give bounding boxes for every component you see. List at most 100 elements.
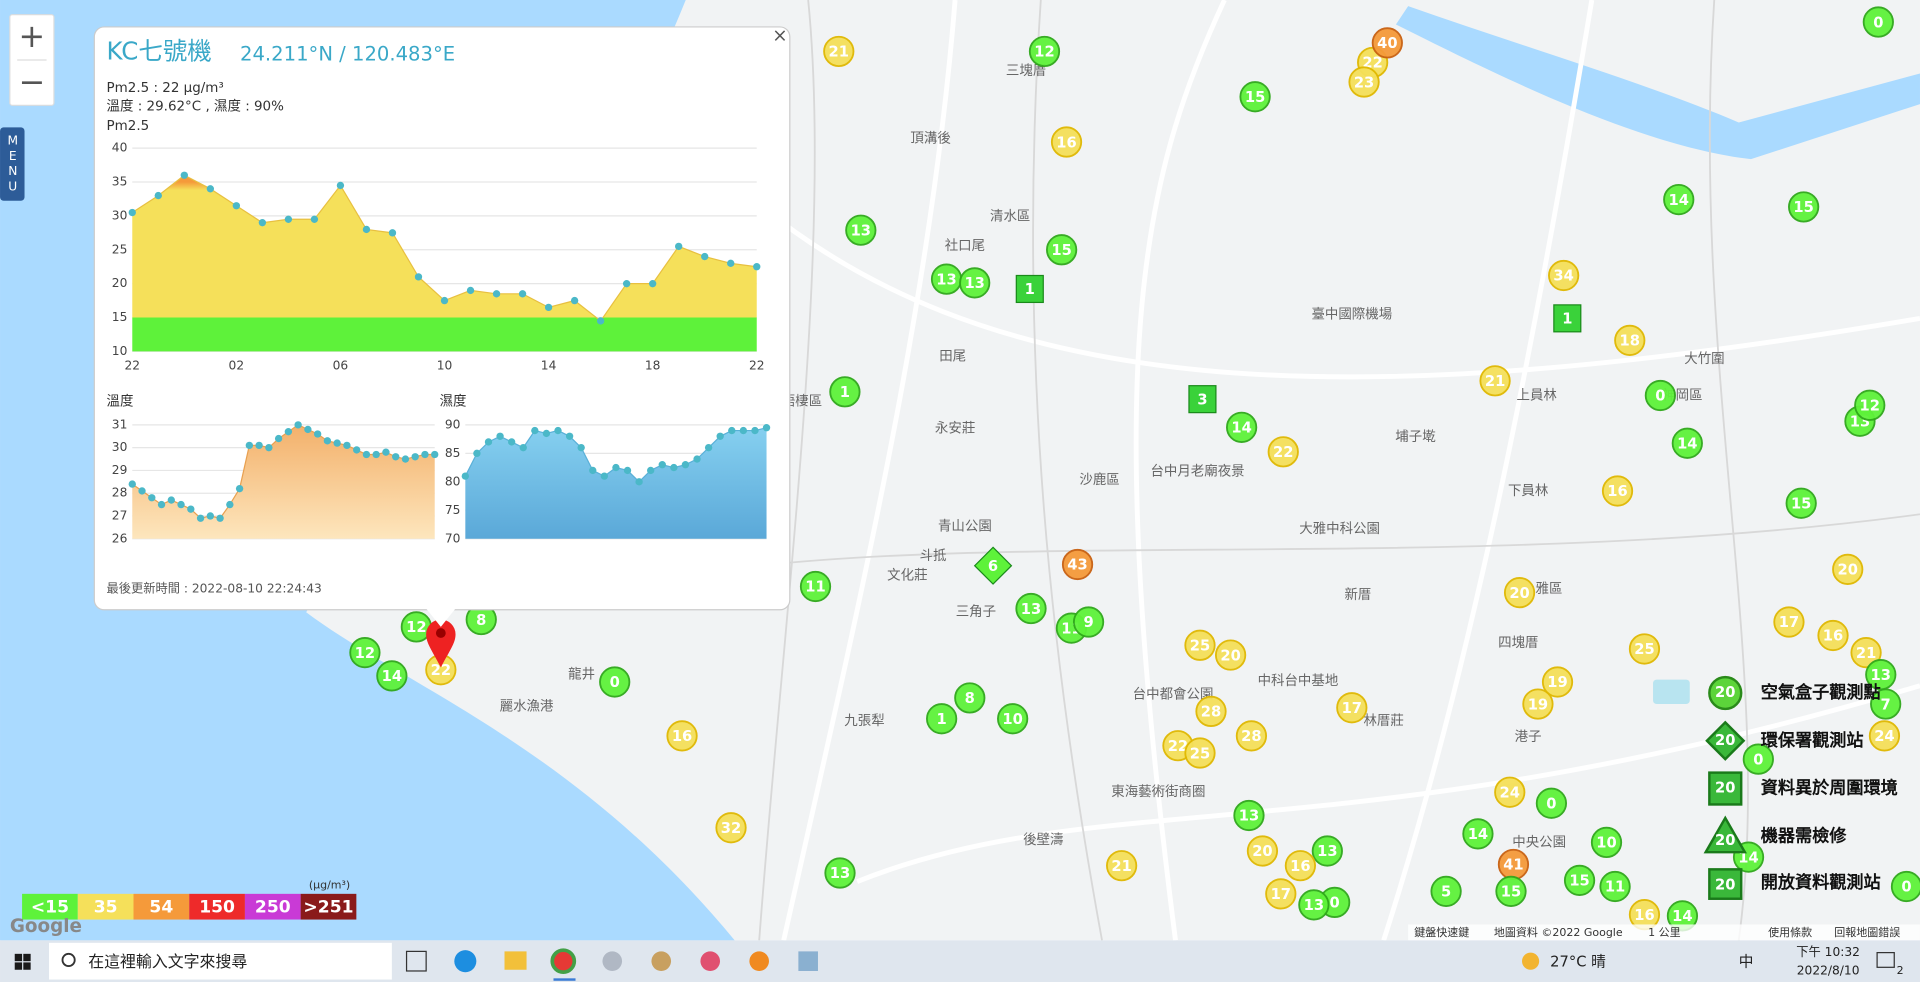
station-value: 1 bbox=[1562, 311, 1572, 328]
point bbox=[414, 273, 423, 281]
ime[interactable]: 中 bbox=[1739, 953, 1754, 970]
point bbox=[565, 432, 574, 440]
edge[interactable] bbox=[454, 950, 477, 973]
app[interactable] bbox=[602, 951, 623, 971]
pm-chart-title: Pm2.5 bbox=[107, 119, 150, 134]
sensor-value: 0 bbox=[1753, 751, 1763, 768]
map-footer: 使用條款 bbox=[1768, 925, 1812, 939]
place-label: 林厝莊 bbox=[1363, 713, 1403, 729]
zoom-in[interactable]: + bbox=[19, 17, 46, 55]
point bbox=[681, 461, 690, 469]
river bbox=[1395, 6, 1920, 160]
sensor-marker bbox=[1061, 548, 1094, 581]
y-tick-label: 31 bbox=[112, 417, 128, 431]
app[interactable] bbox=[798, 951, 818, 971]
sensor-value: 25 bbox=[1190, 745, 1210, 762]
point bbox=[554, 426, 562, 435]
point bbox=[128, 208, 136, 217]
google-logo: Google bbox=[10, 916, 82, 937]
sensor-marker bbox=[1195, 695, 1227, 728]
app[interactable] bbox=[700, 951, 721, 971]
sensor-value: 16 bbox=[1056, 134, 1076, 151]
point bbox=[382, 448, 390, 456]
sensor-marker bbox=[845, 214, 877, 246]
sensor-value: 11 bbox=[1605, 879, 1625, 896]
temp-chart-title: 溫度 bbox=[107, 394, 134, 410]
sensor-value: 13 bbox=[1871, 667, 1891, 684]
station-marker bbox=[1015, 274, 1044, 304]
menu-label[interactable]: MENU bbox=[6, 134, 20, 195]
legend-item: 環保署觀測站 bbox=[1761, 730, 1864, 751]
point bbox=[352, 446, 361, 454]
point bbox=[274, 434, 283, 443]
sensor-value: 8 bbox=[476, 612, 486, 629]
sensor-marker bbox=[1050, 126, 1083, 158]
sensor-value: 7 bbox=[1881, 696, 1891, 713]
place-label: 四塊厝 bbox=[1498, 635, 1538, 651]
sensor-marker bbox=[1817, 619, 1849, 652]
sensor-marker bbox=[1233, 799, 1265, 832]
point bbox=[544, 303, 553, 312]
start-button[interactable] bbox=[14, 953, 31, 970]
sensor-marker bbox=[1336, 692, 1368, 724]
place-label: 頂溝後 bbox=[910, 130, 951, 146]
app[interactable] bbox=[651, 951, 672, 971]
badge-triangle bbox=[1703, 815, 1747, 854]
sensor-marker bbox=[599, 666, 631, 698]
clock-date[interactable]: 2022/8/10 bbox=[1797, 963, 1860, 977]
place-label: 永安莊 bbox=[935, 421, 975, 437]
sensor-value: 25 bbox=[1634, 641, 1654, 658]
sensor-value: 32 bbox=[721, 820, 741, 837]
sensor-value: 13 bbox=[936, 271, 956, 288]
level-swatch bbox=[77, 893, 134, 920]
level-swatch bbox=[22, 893, 78, 920]
point bbox=[284, 215, 293, 223]
sensor-value: 10 bbox=[1596, 835, 1616, 852]
sensor-marker bbox=[1541, 666, 1574, 698]
level-label: 54 bbox=[149, 897, 173, 917]
point bbox=[623, 466, 632, 475]
y-tick-label: 15 bbox=[112, 310, 128, 324]
station-value: 1 bbox=[1025, 281, 1035, 298]
sensor-marker bbox=[1072, 606, 1105, 638]
close-button[interactable]: × bbox=[772, 26, 787, 47]
y-tick-label: 85 bbox=[445, 446, 461, 460]
point bbox=[596, 317, 605, 325]
point bbox=[362, 450, 371, 459]
sensor-value: 28 bbox=[1241, 728, 1261, 745]
menu-tab[interactable] bbox=[0, 127, 25, 201]
weather[interactable]: 27°C 晴 bbox=[1550, 953, 1606, 970]
y-tick-label: 30 bbox=[112, 440, 128, 454]
sensor-value: 14 bbox=[1468, 826, 1488, 843]
point bbox=[388, 229, 397, 237]
point bbox=[751, 426, 759, 435]
sensor-value: 0 bbox=[1901, 879, 1911, 896]
zoom-out[interactable]: − bbox=[19, 62, 46, 100]
y-tick-label: 40 bbox=[112, 141, 128, 155]
app[interactable] bbox=[749, 951, 769, 971]
taskbar-apps bbox=[405, 948, 818, 981]
clock-time[interactable]: 下午 10:32 bbox=[1796, 945, 1860, 959]
sensor-value: 13 bbox=[1239, 808, 1259, 825]
point bbox=[612, 463, 620, 472]
station-value: 3 bbox=[1197, 391, 1207, 408]
sensor-value: 13 bbox=[830, 865, 850, 882]
point bbox=[362, 225, 371, 234]
sensor-value: 43 bbox=[1067, 557, 1087, 574]
station-marker bbox=[1553, 304, 1582, 333]
x-tick-label: 02 bbox=[229, 359, 245, 373]
notification-icon[interactable] bbox=[1876, 952, 1895, 968]
sensor-value: 16 bbox=[1634, 907, 1654, 924]
task-view[interactable] bbox=[405, 950, 427, 972]
sensor-marker bbox=[1495, 875, 1527, 908]
search-box[interactable] bbox=[49, 942, 392, 980]
sensor-value: 0 bbox=[1655, 388, 1665, 405]
point bbox=[333, 439, 341, 447]
explorer[interactable] bbox=[504, 951, 527, 970]
point bbox=[675, 242, 683, 251]
search-placeholder[interactable]: 在這裡輸入文字來搜尋 bbox=[88, 952, 247, 971]
sensor-marker bbox=[1494, 776, 1526, 808]
chrome[interactable] bbox=[550, 948, 577, 975]
point bbox=[518, 290, 527, 298]
place-label: 東海藝術街商圈 bbox=[1111, 784, 1205, 800]
